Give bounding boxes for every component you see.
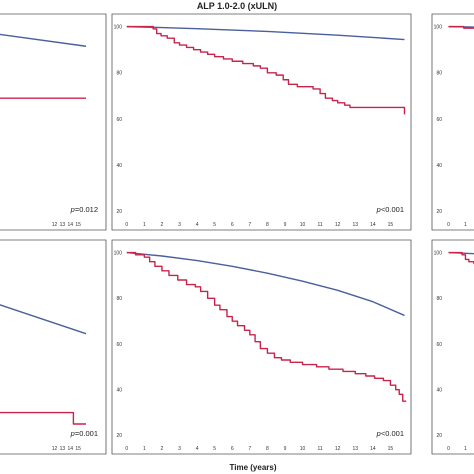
figure-title: ALP 1.0-2.0 (xULN): [197, 1, 277, 11]
series-group: [0, 33, 87, 99]
x-tick-label: 6: [231, 222, 234, 228]
panel-3: 100 80 60 40 20 0 1: [431, 13, 474, 231]
y-tick-label: 20: [116, 209, 122, 215]
patients-curve: [0, 411, 86, 425]
x-tick-label: 4: [196, 446, 199, 452]
p-value-label: p=0.012: [70, 205, 98, 214]
x-tick-label: 1: [464, 446, 467, 452]
y-tick-label: 40: [116, 163, 122, 169]
x-tick-label: 13: [60, 222, 66, 228]
series-group: [126, 251, 407, 402]
panel-frame: [0, 239, 107, 455]
x-tick-label: 13: [352, 446, 358, 452]
x-tick-label: 4: [196, 222, 199, 228]
panel-6: 100 80 60 40 20 0 1: [431, 239, 474, 455]
y-tick-label: 100: [434, 24, 443, 30]
x-tick-label: 9: [284, 446, 287, 452]
reference-curve: [0, 33, 87, 47]
x-tick-label: 0: [125, 446, 128, 452]
x-tick-label: 6: [231, 446, 234, 452]
y-tick-label: 80: [116, 71, 122, 77]
x-tick-label: 13: [60, 446, 66, 452]
x-tick-label: 8: [266, 222, 269, 228]
x-tick-label: 11: [318, 446, 323, 452]
y-tick-label: 80: [436, 296, 442, 302]
p-value-label: p<0.001: [376, 205, 404, 214]
y-tick-label: 80: [116, 296, 122, 302]
reference-curve: [126, 25, 405, 41]
panel-frame: [0, 13, 107, 231]
x-tick-label: 14: [370, 446, 376, 452]
p-value-label: p=0.001: [70, 429, 98, 438]
x-tick-label: 5: [213, 222, 216, 228]
y-tick-label: 60: [116, 117, 122, 123]
y-tick-label: 20: [436, 209, 442, 215]
x-tick-label: 12: [52, 222, 58, 228]
x-tick-label: 1: [464, 222, 467, 228]
panel-frame: [111, 239, 412, 455]
series-group: [0, 304, 87, 425]
y-tick-label: 100: [434, 250, 443, 256]
y-tick-label: 60: [436, 117, 442, 123]
x-tick-label: 0: [447, 446, 450, 452]
reference-curve: [0, 304, 87, 335]
x-tick-label: 15: [388, 446, 394, 452]
y-tick-label: 40: [436, 163, 442, 169]
x-tick-label: 13: [352, 222, 358, 228]
x-tick-label: 15: [75, 222, 81, 228]
y-tick-label: 80: [436, 71, 442, 77]
p-value-label: p<0.001: [376, 429, 404, 438]
y-tick-label: 100: [114, 24, 123, 30]
x-tick-label: 12: [52, 446, 58, 452]
x-tick-label: 2: [161, 446, 164, 452]
y-tick-label: 20: [116, 433, 122, 439]
x-tick-label: 5: [213, 446, 216, 452]
patients-curve: [448, 251, 474, 264]
x-tick-label: 11: [318, 222, 323, 228]
x-tick-label: 14: [67, 446, 73, 452]
x-tick-label: 10: [300, 446, 306, 452]
y-tick-label: 100: [114, 250, 123, 256]
patients-curve: [126, 251, 407, 402]
series-group: [448, 251, 474, 264]
x-tick-label: 10: [300, 222, 306, 228]
y-tick-label: 20: [436, 433, 442, 439]
panel-frame: [111, 13, 412, 231]
x-tick-label: 1: [143, 446, 146, 452]
x-axis-label: Time (years): [230, 463, 277, 472]
patients-curve: [126, 25, 406, 115]
reference-curve: [126, 251, 405, 317]
patients-curve: [448, 25, 474, 29]
x-tick-label: 3: [178, 222, 181, 228]
x-tick-label: 8: [266, 446, 269, 452]
x-tick-label: 12: [335, 222, 341, 228]
x-tick-label: 14: [67, 222, 73, 228]
x-tick-label: 1: [143, 222, 146, 228]
panel-frame: [431, 239, 474, 455]
x-tick-label: 2: [161, 222, 164, 228]
x-tick-label: 14: [370, 222, 376, 228]
x-tick-label: 9: [284, 222, 287, 228]
y-tick-label: 60: [436, 342, 442, 348]
series-group: [126, 25, 406, 115]
panel-4: 12 13 14 15 p=0.001: [0, 239, 107, 455]
x-tick-label: 15: [388, 222, 394, 228]
panel-frame: [431, 13, 474, 231]
x-tick-label: 7: [248, 446, 251, 452]
series-group: [448, 25, 474, 29]
x-tick-label: 3: [178, 446, 181, 452]
y-tick-label: 40: [116, 388, 122, 394]
y-tick-label: 40: [436, 388, 442, 394]
x-tick-label: 15: [75, 446, 81, 452]
x-tick-label: 0: [125, 222, 128, 228]
x-tick-label: 0: [447, 222, 450, 228]
panel-1: 12 13 14 15 p=0.012: [0, 13, 107, 231]
x-tick-label: 7: [248, 222, 251, 228]
y-tick-label: 60: [116, 342, 122, 348]
x-tick-label: 12: [335, 446, 341, 452]
